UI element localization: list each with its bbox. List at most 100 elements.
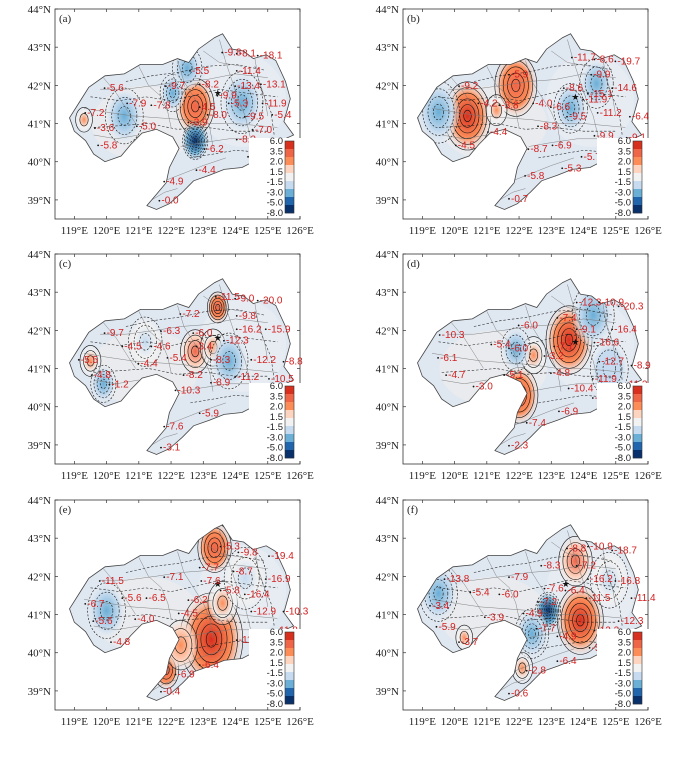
- station-label: -5.0: [139, 121, 157, 132]
- station-label: -11.9: [595, 374, 617, 385]
- county-boundary: [431, 353, 626, 373]
- colorbar-swatch: [633, 632, 642, 641]
- station-label: -11.9: [585, 95, 607, 106]
- capital-star: ★: [214, 88, 222, 98]
- county-boundary: [83, 353, 278, 373]
- station-label: -13.1: [263, 79, 286, 90]
- contour-line: [236, 94, 248, 111]
- colorbar-swatch: [633, 394, 642, 403]
- county-boundary: [602, 549, 617, 607]
- station-dot: [187, 121, 190, 124]
- contour-line: [561, 95, 580, 121]
- lat-tick-label: 44°N: [28, 4, 51, 16]
- colorbar-label: -1.5: [615, 177, 631, 188]
- station-dot: [90, 374, 93, 376]
- colorbar-label: 6.0: [618, 381, 631, 392]
- county-boundary: [441, 625, 487, 631]
- colorbar-label: -3.0: [267, 678, 283, 689]
- station-dot: [235, 328, 238, 331]
- station-label: -5.4: [169, 353, 187, 364]
- anomaly-field: [74, 39, 287, 201]
- anomaly-blob: [104, 85, 145, 146]
- station-dot: [532, 102, 535, 105]
- station-dot: [282, 360, 285, 363]
- contour-line-dashed: [254, 311, 275, 381]
- anomaly-blob: [555, 583, 606, 658]
- lat-tick-label: 41°N: [28, 610, 51, 622]
- county-boundary: [567, 39, 600, 143]
- station-label: -7.8: [153, 100, 171, 111]
- station-label: -7.1: [166, 572, 184, 583]
- station-dot: [84, 112, 87, 114]
- station-dot: [235, 315, 238, 317]
- station-dot: [575, 328, 578, 331]
- colorbar-swatch: [285, 205, 294, 214]
- station-label: -6.1: [440, 353, 458, 364]
- station-label: -6.4: [559, 656, 577, 667]
- station-label: -8.9: [633, 361, 651, 372]
- station-label: -13.8: [447, 574, 470, 585]
- station-dot: [617, 620, 620, 622]
- colorbar-label: 2.0: [618, 402, 631, 413]
- colorbar-swatch: [633, 640, 642, 649]
- county-boundary: [602, 58, 617, 116]
- station-dot: [182, 374, 185, 376]
- station-label: -8.1: [239, 49, 257, 60]
- station-dot: [108, 383, 111, 386]
- station-label: -11.2: [237, 372, 259, 383]
- station-dot: [219, 589, 222, 592]
- station-label: -8.2: [202, 79, 220, 90]
- station-dot: [232, 570, 235, 573]
- county-boundary: [567, 284, 600, 388]
- station-dot: [203, 148, 206, 151]
- station-label: -0.6: [511, 689, 529, 700]
- contour-line-dashed: [602, 66, 623, 136]
- station-label: -9.9: [596, 131, 614, 142]
- colorbar-swatch: [633, 672, 642, 681]
- station-dot: [121, 345, 124, 348]
- colorbar-label: 2.0: [270, 402, 283, 413]
- station-dot: [508, 73, 510, 76]
- colorbar-swatch: [633, 205, 642, 214]
- station-dot: [543, 587, 546, 590]
- station-dot: [243, 593, 246, 596]
- contour-line: [432, 103, 444, 121]
- station-label: -5.3: [223, 542, 241, 553]
- station-label: -9.1: [579, 324, 597, 335]
- station-dot: [222, 339, 225, 342]
- contour-line: [211, 297, 225, 318]
- station-dot: [163, 576, 166, 579]
- contour-line-dashed: [125, 64, 265, 82]
- station-dot: [234, 297, 237, 300]
- colorbar-label: -1.5: [615, 668, 631, 679]
- station-label: -10.4: [571, 383, 594, 394]
- colorbar-label: 3.5: [270, 637, 283, 648]
- contour-line: [191, 100, 200, 113]
- station-dot: [234, 85, 237, 88]
- colorbar-label: -8.0: [615, 208, 631, 219]
- station-label: -7.0: [255, 125, 273, 136]
- county-boundary: [151, 679, 178, 692]
- colorbar-swatch: [633, 402, 642, 411]
- station-label: -12.3: [226, 336, 249, 347]
- station-dot: [469, 591, 472, 594]
- contour-line-dashed: [90, 88, 278, 101]
- station-label: -0.4: [163, 687, 181, 698]
- colorbar-swatch: [285, 418, 294, 427]
- county-boundary: [93, 379, 139, 385]
- contour-line: [193, 138, 198, 144]
- station-dot: [498, 104, 501, 107]
- station-label: -7.9: [129, 98, 147, 109]
- station-label: -6.0: [195, 328, 213, 339]
- contour-line: [544, 605, 552, 617]
- lat-tick-label: 41°N: [28, 119, 51, 131]
- county-boundary: [551, 541, 591, 558]
- anomaly-field: [79, 284, 287, 446]
- station-dot: [429, 604, 431, 607]
- station-label: -10.9: [601, 298, 624, 309]
- lat-tick-label: 39°N: [28, 440, 51, 452]
- station-label: -4.8: [94, 370, 112, 381]
- county-boundary: [177, 60, 214, 147]
- county-boundary: [180, 383, 255, 392]
- contour-line-dashed: [602, 557, 623, 627]
